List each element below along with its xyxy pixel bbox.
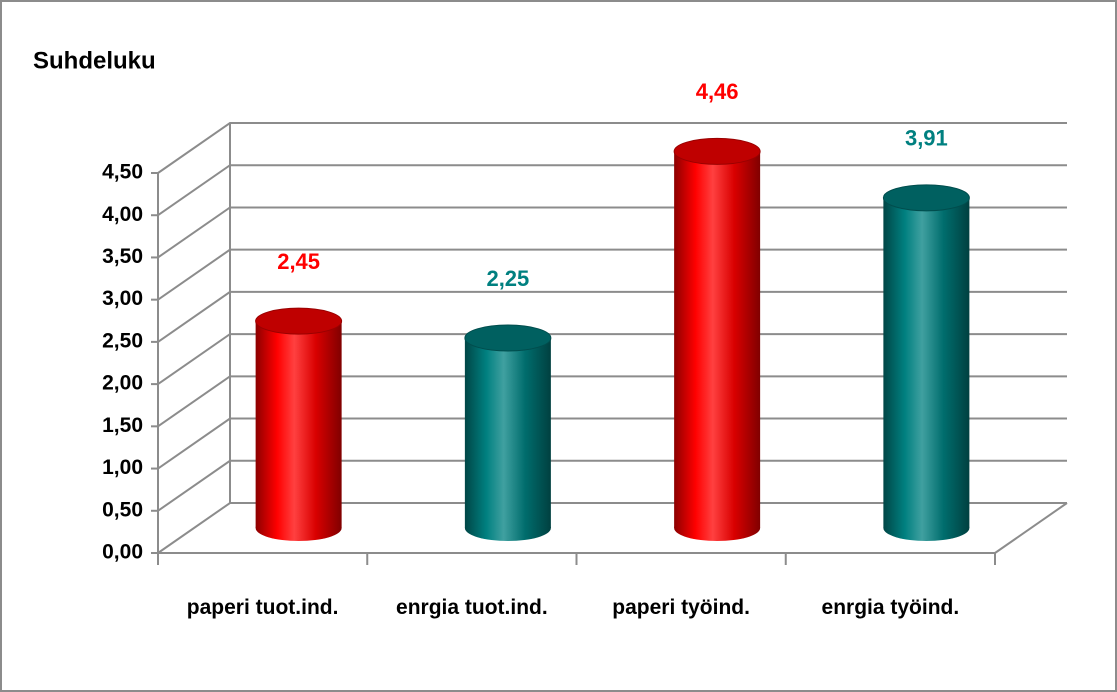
y-tick-label: 2,50	[102, 329, 143, 352]
value-label: 2,45	[277, 249, 320, 274]
x-tick-label: paperi työind.	[612, 596, 750, 619]
grid-line	[157, 206, 1067, 259]
x-tick-label: enrgia tuot.ind.	[396, 596, 548, 619]
y-tick-label: 4,50	[102, 161, 143, 184]
y-tick-label: 3,00	[102, 287, 143, 310]
grid-line	[157, 375, 1067, 428]
bar	[255, 321, 342, 528]
value-label: 4,46	[696, 79, 739, 104]
x-tick-label: paperi tuot.ind.	[186, 596, 339, 619]
grid-line	[157, 459, 1067, 512]
grid-line	[157, 248, 1067, 301]
y-tick-label: 4,00	[102, 203, 143, 226]
bar-top	[673, 137, 761, 165]
grid-line	[157, 290, 1067, 343]
bar	[674, 151, 761, 528]
y-tick-label: 0,00	[102, 541, 143, 564]
chart-title: Suhdeluku	[33, 47, 156, 74]
value-label: 2,25	[486, 266, 529, 291]
x-tick-label: enrgia työind.	[821, 596, 960, 619]
bar-top	[464, 324, 552, 352]
floor-right-edge	[994, 502, 1068, 554]
y-tick-label: 0,50	[102, 498, 143, 521]
value-label: 3,91	[905, 126, 948, 151]
grid-line	[157, 164, 1067, 217]
y-tick-label: 1,50	[102, 414, 143, 437]
grid-line	[157, 333, 1067, 385]
y-tick-label: 3,50	[102, 245, 143, 268]
bar-top	[255, 307, 343, 335]
bar	[464, 338, 551, 528]
grid-line	[157, 122, 1067, 174]
y-tick-label: 2,00	[102, 372, 143, 395]
bar-top	[882, 184, 970, 212]
y-tick-label: 1,00	[102, 456, 143, 479]
grid-line	[157, 502, 1067, 554]
grid-line	[157, 417, 1067, 470]
bar	[883, 197, 970, 529]
